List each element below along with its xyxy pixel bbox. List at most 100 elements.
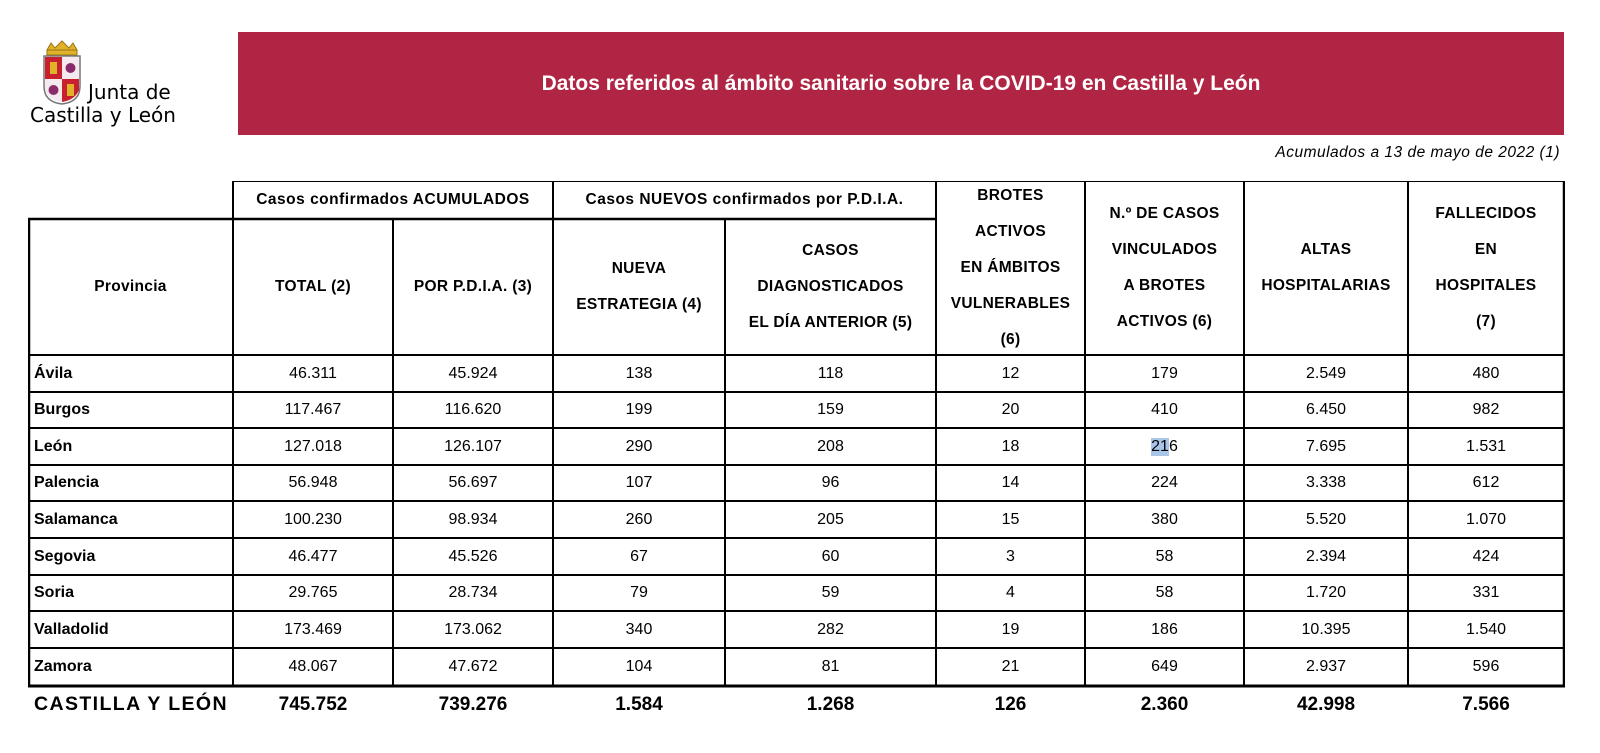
junta-logo: Junta de Castilla y León: [28, 38, 228, 138]
table-cell: 7.695: [1305, 437, 1347, 455]
table-cell: 15: [1001, 510, 1020, 528]
header-provincia: Provincia: [94, 278, 167, 295]
province-name: Soria: [34, 584, 75, 601]
table-cell: 224: [1151, 474, 1178, 491]
province-name: Valladolid: [34, 620, 109, 638]
total-cell: 1.584: [615, 693, 663, 715]
table-cell: 186: [1151, 620, 1178, 638]
table-cell: 21: [1001, 658, 1020, 675]
group-header-nuevos: Casos NUEVOS confirmados por P.D.I.A.: [585, 191, 904, 208]
covid-data-table: Casos confirmados ACUMULADOS Casos NUEVOS…: [28, 181, 1565, 731]
total-cell: 7.566: [1462, 693, 1510, 715]
table-cell: 48.067: [288, 658, 338, 675]
table-cell: 173.062: [444, 620, 502, 638]
table-cell: 116.620: [444, 401, 502, 418]
table-cell: 1.720: [1305, 584, 1347, 601]
table-cell: 138: [625, 364, 653, 382]
table-cell: 21 6: [1085, 428, 1244, 465]
table-cell: 67: [630, 547, 648, 565]
table-cell: 117.467: [284, 401, 342, 418]
table-cell: 127.018: [284, 437, 342, 455]
text-selection-highlight: 21: [1151, 437, 1169, 456]
header-casos-diagnosticados-line: DIAGNOSTICADOS: [757, 278, 904, 295]
table-cell: 56.948: [288, 474, 338, 491]
table-cell: 5.520: [1305, 510, 1347, 528]
table-cell: 3: [1006, 547, 1015, 565]
report-date: Acumulados a 13 de mayo de 2022 (1): [1275, 144, 1560, 161]
table-cell: 290: [625, 437, 653, 455]
header-fallecidos-line: EN: [1474, 241, 1498, 258]
total-cell: 126: [994, 693, 1027, 715]
table-cell: 58: [1155, 584, 1174, 601]
table-cell: 59: [821, 584, 840, 601]
table-cell: 96: [821, 474, 840, 491]
table-cell: 380: [1151, 510, 1178, 528]
header-casos-diagnosticados-line: EL DÍA ANTERIOR (5): [748, 314, 913, 331]
province-name: Palencia: [34, 474, 99, 491]
table-cell: 45.924: [448, 364, 498, 382]
title-banner: Datos referidos al ámbito sanitario sobr…: [238, 32, 1564, 135]
cell-text-rest: 6: [1168, 437, 1178, 455]
total-cell: 1.268: [806, 693, 855, 715]
table-cell: 6.450: [1305, 401, 1347, 418]
table-cell: 1.531: [1465, 437, 1507, 455]
table-cell: 18: [1001, 437, 1020, 455]
table-cell: 118: [817, 364, 844, 382]
table-cell: 205: [817, 510, 844, 528]
table-cell: 1.540: [1465, 620, 1507, 638]
table-cell: 60: [821, 547, 840, 565]
table-cell: 340: [625, 620, 653, 638]
table-cell: 46.311: [289, 364, 337, 382]
table-cell: 2.394: [1305, 547, 1347, 565]
table-cell: 28.734: [448, 584, 498, 601]
table-cell: 331: [1472, 584, 1500, 601]
group-header-acumulados: Casos confirmados ACUMULADOS: [256, 191, 530, 208]
header-altas-line: ALTAS: [1300, 241, 1352, 258]
logo-text-line1: Junta de: [88, 80, 171, 104]
table-cell: 612: [1472, 474, 1500, 491]
table-cell: 179: [1151, 364, 1178, 382]
table-cell: 12: [1001, 364, 1020, 382]
header-total: TOTAL (2): [275, 278, 351, 295]
header-brotes-activos-line: (6): [1000, 331, 1021, 348]
table-cell: 14: [1001, 474, 1020, 491]
header-casos-vinculados-line: N.º DE CASOS: [1109, 205, 1220, 222]
total-row-label: CASTILLA Y LEÓN: [34, 693, 228, 715]
header-casos-diagnosticados: CASOS DIAGNOSTICADOS EL DÍA ANTERIOR (5): [725, 219, 936, 355]
table-cell: 424: [1472, 547, 1500, 565]
table-cell: 100.230: [284, 510, 342, 528]
table-cell: 480: [1472, 364, 1500, 382]
table-cell: 126.107: [444, 437, 502, 455]
province-name: Segovia: [34, 547, 96, 565]
total-cell: 2.360: [1140, 693, 1189, 715]
logo-text-line2: Castilla y León: [30, 103, 176, 127]
header-nueva-estrategia-line: NUEVA: [611, 260, 667, 277]
table-grid-lines: [28, 181, 1565, 688]
table-cell: 173.469: [284, 620, 342, 638]
table-cell: 1.070: [1465, 510, 1507, 528]
header-altas-line: HOSPITALARIAS: [1261, 277, 1391, 294]
table-cell: 2.937: [1305, 658, 1347, 675]
header-fallecidos-line: HOSPITALES: [1435, 277, 1537, 294]
header-altas: ALTAS HOSPITALARIAS: [1244, 181, 1408, 355]
header-brotes-activos-line: EN ÁMBITOS: [960, 259, 1061, 276]
table-cell: 410: [1151, 401, 1178, 418]
header-brotes-activos: BROTES ACTIVOS EN ÁMBITOS VULNERABLES (6): [936, 181, 1085, 355]
header-nueva-estrategia-line: ESTRATEGIA (4): [576, 296, 702, 313]
header-brotes-activos-line: VULNERABLES: [950, 295, 1071, 312]
total-cell: 745.752: [278, 693, 348, 715]
table-cell: 4: [1006, 584, 1015, 601]
table-cell: 260: [625, 510, 653, 528]
header-fallecidos-line: FALLECIDOS: [1435, 205, 1537, 222]
province-name: Burgos: [34, 401, 90, 418]
header-brotes-activos-line: BROTES: [977, 187, 1044, 204]
total-cell: 42.998: [1296, 693, 1356, 715]
table-cell: 2.549: [1305, 364, 1347, 382]
table-cell: 79: [630, 584, 648, 601]
table-cell: 56.697: [448, 474, 498, 491]
table-cell: 282: [817, 620, 844, 638]
header-casos-vinculados-line: ACTIVOS (6): [1116, 313, 1213, 330]
province-name: Zamora: [34, 658, 92, 675]
table-cell: 20: [1001, 401, 1020, 418]
table-cell: 159: [817, 401, 844, 418]
